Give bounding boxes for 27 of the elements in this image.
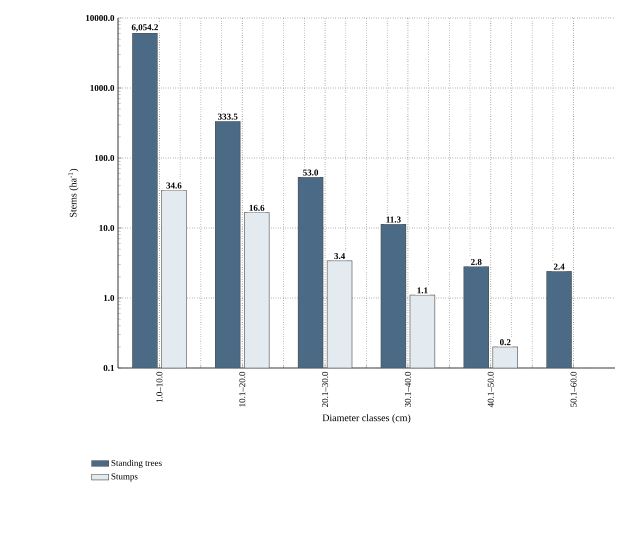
- data-label: 2.4: [554, 264, 565, 270]
- y-tick-label: 10000.0: [86, 14, 114, 22]
- x-tick-label: 10.1–20.0: [239, 372, 246, 407]
- y-tick-label: 100.0: [95, 154, 114, 162]
- data-label: 53.0: [303, 170, 318, 176]
- y-tick-label: 10.0: [100, 224, 114, 232]
- legend-label: Standing trees: [112, 460, 162, 468]
- legend-label: Stumps: [112, 473, 138, 482]
- x-tick-label: 50.1–60.0: [570, 372, 577, 407]
- data-label: 34.6: [166, 182, 182, 189]
- x-tick-label: 40.1–50.0: [488, 372, 494, 408]
- data-label: 0.2: [500, 339, 510, 346]
- data-label: 333.5: [218, 114, 238, 120]
- y-axis-title: Stems (ha$^{-1}$): [68, 168, 79, 217]
- data-label: 6,054.2: [132, 24, 158, 32]
- y-tick-label: 0.1: [104, 364, 114, 372]
- x-tick-label: 20.1–30.0: [322, 372, 328, 407]
- x-tick-label: 1.0–10.0: [156, 372, 162, 402]
- y-tick-label: 1000.0: [90, 84, 114, 92]
- data-label: 2.8: [471, 258, 482, 266]
- data-label: 16.6: [250, 204, 264, 211]
- x-axis-title: Diameter classes (cm): [322, 414, 410, 424]
- data-label: 11.3: [386, 216, 401, 223]
- y-tick-label: 1.0: [104, 294, 114, 302]
- data-label: 1.1: [418, 287, 428, 294]
- x-tick-label: 30.1–40.0: [404, 372, 411, 407]
- data-label: 3.4: [334, 253, 346, 260]
